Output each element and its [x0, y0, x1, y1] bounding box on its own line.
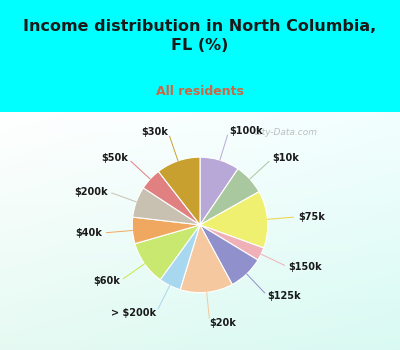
Text: $100k: $100k: [229, 126, 262, 136]
Text: $125k: $125k: [268, 291, 301, 301]
Text: $75k: $75k: [298, 212, 325, 222]
Text: $40k: $40k: [75, 228, 102, 238]
Text: $10k: $10k: [272, 153, 299, 163]
Text: $20k: $20k: [210, 317, 236, 328]
Wedge shape: [143, 172, 200, 225]
Wedge shape: [200, 225, 258, 285]
Text: $50k: $50k: [101, 153, 128, 163]
Text: All residents: All residents: [156, 85, 244, 98]
Wedge shape: [200, 225, 264, 260]
Text: $60k: $60k: [93, 276, 120, 286]
Text: $200k: $200k: [74, 187, 108, 196]
Wedge shape: [133, 188, 200, 225]
Text: $30k: $30k: [141, 127, 168, 137]
Wedge shape: [200, 192, 268, 248]
Text: $150k: $150k: [288, 262, 322, 272]
Text: Income distribution in North Columbia,
FL (%): Income distribution in North Columbia, F…: [23, 19, 377, 52]
Text: City-Data.com: City-Data.com: [254, 128, 318, 138]
Wedge shape: [180, 225, 232, 293]
Wedge shape: [200, 169, 259, 225]
Wedge shape: [135, 225, 200, 280]
Wedge shape: [132, 217, 200, 244]
Wedge shape: [158, 157, 200, 225]
Wedge shape: [200, 157, 238, 225]
Text: > $200k: > $200k: [111, 308, 156, 318]
Wedge shape: [160, 225, 200, 290]
